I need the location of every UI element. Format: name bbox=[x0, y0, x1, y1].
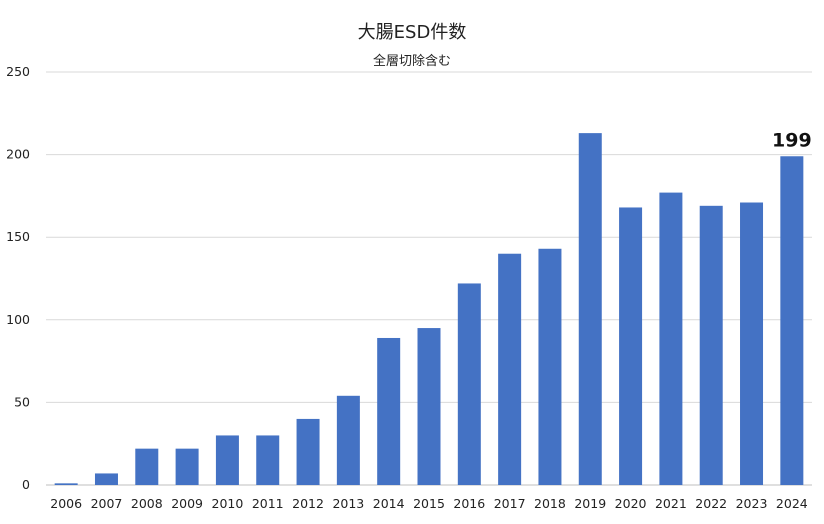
x-tick-label: 2020 bbox=[615, 496, 647, 511]
bar-2012 bbox=[296, 418, 320, 485]
bar-2011 bbox=[256, 435, 280, 485]
y-tick-label: 0 bbox=[22, 477, 30, 492]
x-tick-label: 2021 bbox=[655, 496, 687, 511]
bars bbox=[54, 133, 804, 486]
x-tick-label: 2019 bbox=[574, 496, 606, 511]
bar-2010 bbox=[215, 435, 239, 485]
x-tick-label: 2022 bbox=[695, 496, 727, 511]
bar-2014 bbox=[377, 337, 401, 485]
data-label-2024: 199 bbox=[772, 129, 812, 151]
bar-2008 bbox=[135, 448, 159, 485]
bar-2024 bbox=[780, 156, 804, 485]
x-tick-label: 2015 bbox=[413, 496, 445, 511]
x-tick-label: 2013 bbox=[332, 496, 364, 511]
x-axis-ticks: 2006 2007 2008 2009 2010 2011 2012 2013 2014 2015… bbox=[50, 496, 808, 511]
bar-2023 bbox=[740, 202, 764, 485]
annotations: 199 bbox=[772, 129, 812, 151]
x-tick-label: 2018 bbox=[534, 496, 566, 511]
y-tick-label: 50 bbox=[14, 394, 30, 409]
bar-2022 bbox=[699, 205, 723, 485]
x-tick-label: 2016 bbox=[453, 496, 485, 511]
x-tick-label: 2010 bbox=[212, 496, 244, 511]
x-tick-label: 2009 bbox=[171, 496, 203, 511]
y-tick-label: 200 bbox=[6, 147, 30, 162]
bar-2013 bbox=[336, 395, 360, 485]
bar-2020 bbox=[619, 207, 643, 486]
bar-2017 bbox=[498, 253, 522, 485]
y-tick-label: 100 bbox=[6, 312, 30, 327]
x-tick-label: 2012 bbox=[292, 496, 324, 511]
x-tick-label: 2006 bbox=[50, 496, 82, 511]
y-axis-ticks: 0 50 100 150 200 250 bbox=[6, 64, 30, 492]
bar-2006 bbox=[54, 483, 78, 485]
y-tick-label: 250 bbox=[6, 64, 30, 79]
x-tick-label: 2024 bbox=[776, 496, 808, 511]
x-tick-label: 2017 bbox=[494, 496, 526, 511]
chart-subtitle: 全層切除含む bbox=[372, 54, 451, 69]
chart-title: 大腸ESD件数 bbox=[357, 22, 467, 43]
x-tick-label: 2008 bbox=[131, 496, 163, 511]
y-tick-label: 150 bbox=[6, 229, 30, 244]
bar-2007 bbox=[94, 473, 118, 485]
bar-2021 bbox=[659, 192, 683, 485]
x-tick-label: 2011 bbox=[252, 496, 284, 511]
x-tick-label: 2007 bbox=[91, 496, 123, 511]
x-tick-label: 2014 bbox=[373, 496, 405, 511]
bar-2009 bbox=[175, 448, 199, 485]
bar-2019 bbox=[578, 133, 602, 485]
bar-2015 bbox=[417, 328, 441, 485]
bar-2018 bbox=[538, 248, 562, 485]
bar-2016 bbox=[457, 283, 481, 485]
x-tick-label: 2023 bbox=[736, 496, 768, 511]
